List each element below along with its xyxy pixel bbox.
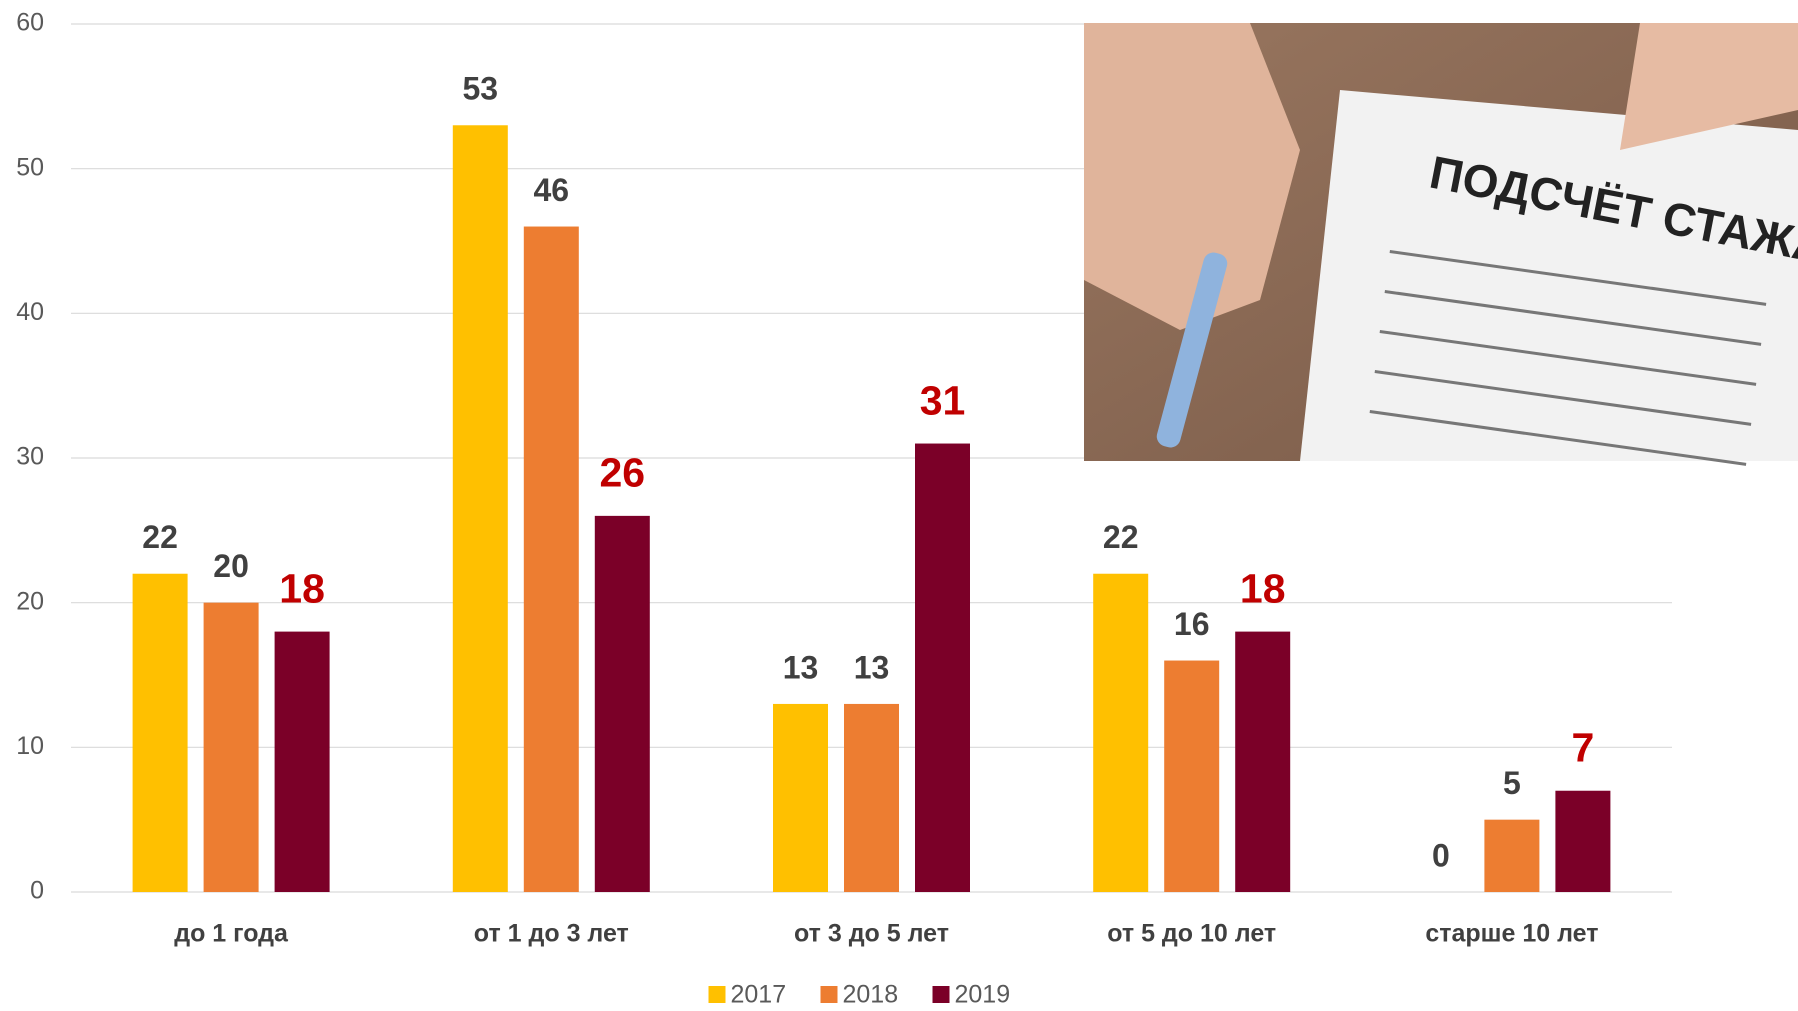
bar	[1093, 573, 1149, 892]
data-label: 22	[142, 519, 178, 555]
y-tick-label: 10	[16, 732, 44, 760]
bar	[1555, 790, 1611, 892]
data-label: 0	[1432, 837, 1450, 873]
y-tick-label: 30	[16, 443, 44, 471]
data-label: 16	[1174, 606, 1210, 642]
x-tick-label: от 5 до 10 лет	[1107, 920, 1276, 948]
bar	[1164, 660, 1220, 892]
y-tick-label: 50	[16, 153, 44, 181]
x-tick-label: от 1 до 3 лет	[474, 920, 629, 948]
bar	[844, 703, 899, 892]
bar	[132, 573, 188, 892]
bar	[773, 703, 828, 892]
photo: ПОДСЧЁТ СТАЖА	[1084, 23, 1798, 466]
y-tick-label: 40	[16, 298, 44, 326]
data-label: 22	[1103, 519, 1139, 555]
hand	[1620, 23, 1798, 150]
data-label: 5	[1503, 765, 1521, 801]
data-label: 13	[783, 649, 819, 685]
data-label: 46	[534, 172, 570, 208]
x-tick-label: до 1 года	[174, 920, 289, 948]
x-tick-label: старше 10 лет	[1425, 920, 1598, 948]
bar	[274, 631, 330, 892]
y-tick-label: 20	[16, 587, 44, 615]
legend-label: 2017	[731, 981, 787, 1009]
legend-swatch	[708, 986, 726, 1003]
bar	[523, 226, 579, 893]
y-tick-label: 60	[16, 9, 44, 37]
data-label: 31	[920, 377, 966, 423]
paper-lines	[1369, 250, 1767, 466]
bar	[203, 602, 259, 892]
bar	[594, 515, 650, 892]
data-label: 7	[1571, 725, 1594, 771]
x-tick-label: от 3 до 5 лет	[794, 920, 949, 948]
data-label: 20	[213, 548, 249, 584]
paper	[1300, 90, 1798, 461]
bar	[452, 125, 508, 893]
legend-swatch	[932, 986, 950, 1003]
hand	[1084, 23, 1300, 330]
data-label: 13	[854, 649, 890, 685]
data-label: 18	[279, 565, 325, 611]
bar	[915, 443, 970, 892]
data-label: 53	[463, 71, 499, 107]
y-tick-label: 0	[30, 877, 44, 905]
data-label: 18	[1240, 565, 1286, 611]
bar	[1235, 631, 1291, 892]
data-label: 26	[599, 450, 645, 496]
pen	[1156, 252, 1228, 448]
legend-label: 2018	[843, 981, 899, 1009]
legend-label: 2019	[955, 981, 1011, 1009]
bar	[1484, 819, 1540, 892]
legend-swatch	[820, 986, 838, 1003]
